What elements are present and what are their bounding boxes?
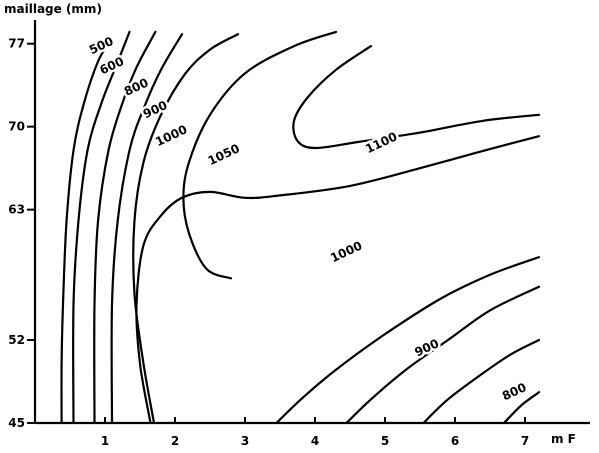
contour-line-800 — [93, 30, 157, 425]
contour-label-text: 800 — [500, 380, 529, 403]
contour-line-600 — [502, 391, 541, 425]
contour-label-text: 900 — [141, 98, 170, 121]
contour-line-1100 — [292, 45, 541, 150]
x-axis-title: m F — [551, 432, 576, 446]
x-tick-label: 4 — [311, 434, 319, 448]
x-tick-label: 1 — [101, 434, 109, 448]
contour-label-text: 800 — [122, 75, 151, 98]
contour-line-800 — [345, 285, 541, 425]
contour-label-text: 1100 — [363, 129, 399, 156]
y-tick-label: 45 — [8, 416, 25, 430]
x-tick-label: 2 — [171, 434, 179, 448]
contour-line-1050 — [182, 30, 338, 280]
x-tick-label: 7 — [521, 434, 529, 448]
y-tick-label: 63 — [8, 203, 25, 217]
contour-label-text: 1000 — [153, 122, 189, 149]
y-tick-label: 70 — [8, 120, 25, 134]
contour-lines — [60, 30, 541, 425]
contour-label-text: 1000 — [328, 238, 364, 265]
contour-line-600 — [72, 30, 131, 425]
x-tick-label: 3 — [241, 434, 249, 448]
contour-line-900 — [275, 256, 541, 425]
x-tick-label: 5 — [381, 434, 389, 448]
contour-labels: 5005006006008008009009001000100010501050… — [84, 31, 531, 406]
x-tick-label: 6 — [451, 434, 459, 448]
y-tick-label: 52 — [8, 333, 25, 347]
contour-line-1000 — [135, 135, 541, 425]
contour-label-text: 1050 — [206, 141, 242, 168]
y-tick-label: 77 — [8, 37, 25, 51]
contour-line-1000 — [132, 33, 240, 425]
contour-line-900 — [110, 33, 184, 425]
axes — [33, 20, 590, 425]
contour-line-700 — [422, 338, 541, 425]
y-axis-title: maillage (mm) — [4, 2, 102, 16]
contour-line-500 — [60, 42, 110, 425]
